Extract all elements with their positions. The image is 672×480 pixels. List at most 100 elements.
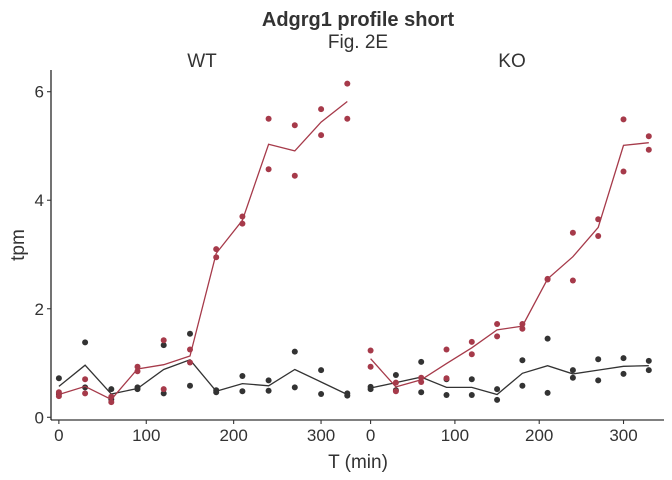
y-axis-label: tpm [8, 229, 29, 261]
data-point [569, 277, 576, 284]
data-point [187, 382, 193, 389]
data-point [213, 246, 220, 253]
data-point [392, 388, 399, 395]
x-axis-label: T (min) [328, 452, 388, 473]
data-point [108, 399, 115, 406]
data-point [344, 392, 351, 399]
y-tick-label: 0 [35, 408, 44, 427]
data-point [265, 115, 272, 122]
data-point [160, 337, 167, 344]
data-point [318, 391, 325, 397]
data-point [160, 390, 167, 397]
series-line-wt-1 [58, 100, 348, 401]
x-tick-label: 300 [609, 426, 637, 445]
data-point [569, 229, 576, 236]
series-line-ko-1 [370, 142, 649, 388]
data-point [291, 348, 298, 355]
data-point [213, 254, 220, 261]
x-tick-label: 0 [366, 426, 375, 445]
data-point [134, 368, 141, 375]
data-point [519, 357, 526, 364]
data-point [134, 386, 141, 393]
data-point [468, 376, 475, 383]
panel-ko: 0 100 200 300 [363, 116, 664, 445]
data-point [82, 384, 89, 391]
data-point [595, 356, 602, 363]
data-point [392, 372, 399, 378]
data-point [620, 355, 627, 362]
data-point [468, 392, 475, 398]
data-point [160, 342, 167, 349]
data-point [55, 393, 62, 400]
data-point [239, 220, 246, 227]
y-tick-label: 6 [35, 83, 44, 102]
data-point [187, 330, 193, 337]
y-tick-label: 2 [35, 300, 44, 319]
data-point [265, 377, 272, 384]
data-point [291, 384, 298, 391]
data-point [620, 370, 627, 377]
data-point [468, 338, 475, 345]
panel-label-ko: KO [498, 51, 525, 72]
data-point [418, 374, 425, 381]
data-point [569, 374, 576, 381]
data-point [544, 389, 551, 396]
data-point [443, 346, 450, 353]
data-point [645, 146, 652, 153]
data-point [645, 133, 652, 140]
data-point [160, 386, 167, 393]
data-point [239, 213, 246, 220]
data-point [645, 357, 652, 364]
data-point [443, 375, 450, 382]
x-tick-label: 200 [525, 426, 553, 445]
data-point [620, 168, 627, 175]
data-point [418, 389, 425, 396]
data-point [519, 321, 526, 327]
data-point [569, 367, 576, 374]
data-point [544, 335, 551, 342]
data-point [82, 376, 89, 383]
series-line-wt-0 [58, 359, 348, 396]
data-point [108, 386, 115, 393]
data-point [82, 390, 89, 397]
data-point [443, 392, 450, 398]
x-tick-label: 0 [54, 426, 63, 445]
data-point [595, 216, 602, 223]
data-point [544, 276, 551, 283]
data-point [494, 321, 501, 327]
data-point [291, 122, 298, 129]
data-point [494, 386, 501, 393]
data-point [418, 379, 425, 385]
data-point [187, 346, 193, 353]
chart-title: Adgrg1 profile short [262, 9, 455, 31]
data-point [265, 166, 272, 173]
data-point [108, 393, 115, 400]
data-point [55, 375, 62, 382]
x-tick-label: 100 [132, 426, 160, 445]
data-point [213, 389, 220, 396]
series-line-ko-0 [370, 365, 649, 396]
data-point [134, 363, 141, 370]
data-point [82, 339, 89, 346]
data-point [645, 367, 652, 374]
data-point [468, 351, 475, 358]
data-point [344, 80, 351, 87]
data-point [392, 379, 399, 386]
data-point [265, 387, 272, 394]
data-point [595, 233, 602, 239]
data-point [187, 359, 193, 366]
data-point [239, 373, 246, 379]
chart-subtitle: Fig. 2E [328, 32, 388, 53]
data-point [494, 396, 501, 403]
data-point [291, 172, 298, 179]
data-point [344, 115, 351, 122]
data-point [318, 367, 325, 374]
panel-wt: 0 2 4 6 0 100 200 300 [35, 70, 363, 445]
x-tick-label: 200 [219, 426, 247, 445]
y-tick-label: 4 [35, 191, 44, 210]
panel-label-wt: WT [187, 51, 217, 72]
x-tick-label: 300 [307, 426, 335, 445]
data-point [318, 132, 325, 139]
x-tick-label: 100 [441, 426, 469, 445]
